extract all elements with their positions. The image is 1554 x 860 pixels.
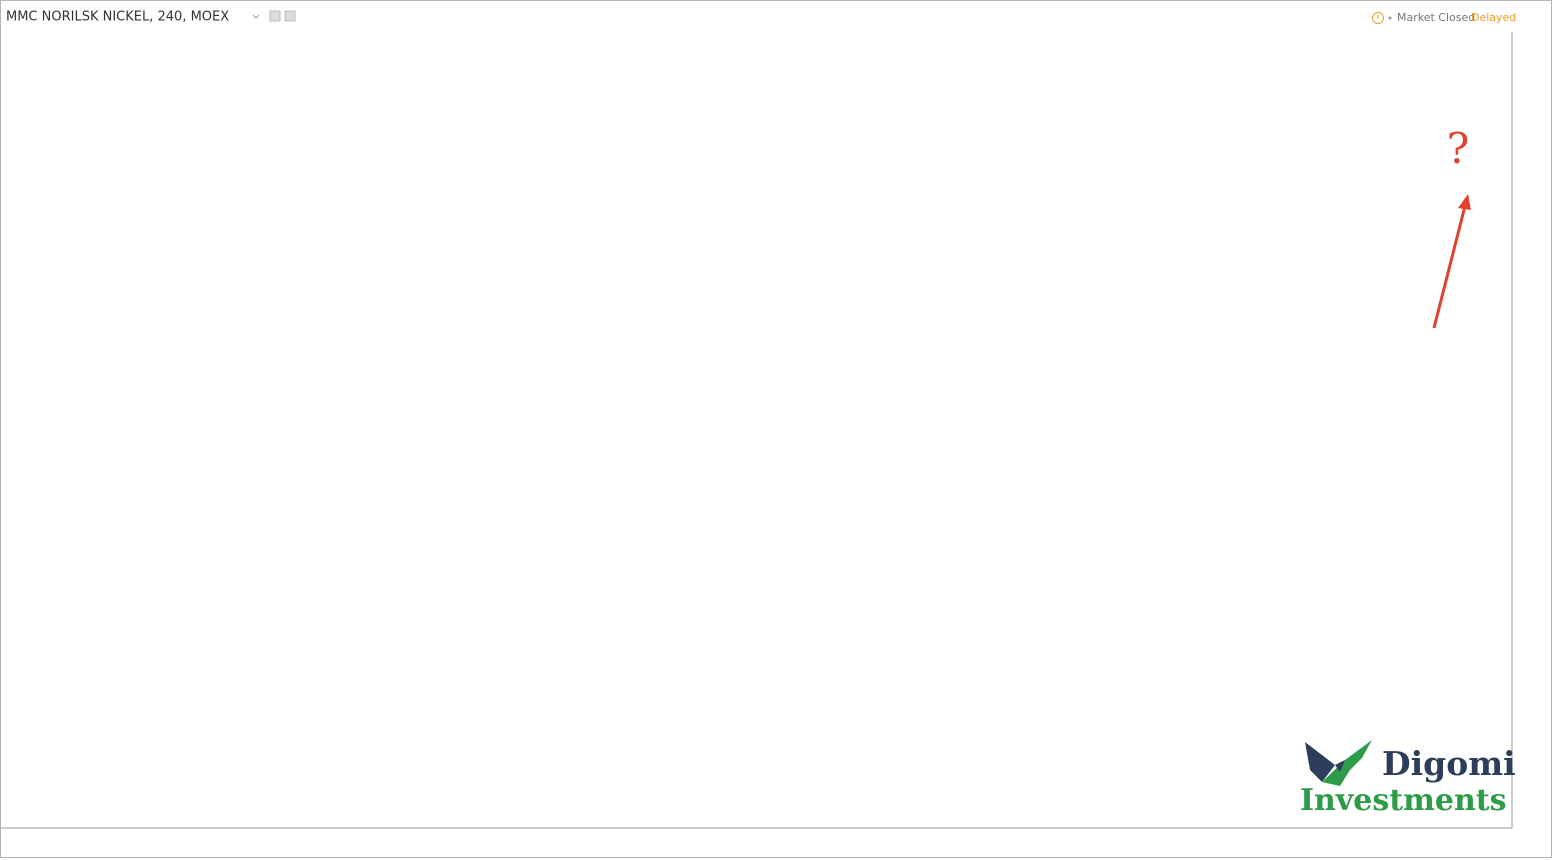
annotation: ? [1447, 124, 1470, 173]
logo [1335, 760, 1345, 772]
market-status: Market Closed [1397, 11, 1475, 24]
dropdown-icon[interactable] [252, 14, 260, 19]
status-icon [1372, 12, 1384, 24]
watermark-text: Digomi [1382, 744, 1516, 783]
icon[interactable] [269, 10, 281, 22]
logo [1322, 740, 1372, 786]
delay-label: Delayed [1471, 11, 1516, 24]
dot [1388, 16, 1392, 20]
watermark-text: Investments [1300, 783, 1507, 818]
icon[interactable] [284, 10, 296, 22]
chart-title: MMC NORILSK NICKEL, 240, MOEX [6, 10, 229, 25]
arrow-head [1458, 194, 1471, 210]
logo [1305, 742, 1335, 782]
arrow [1432, 205, 1467, 329]
